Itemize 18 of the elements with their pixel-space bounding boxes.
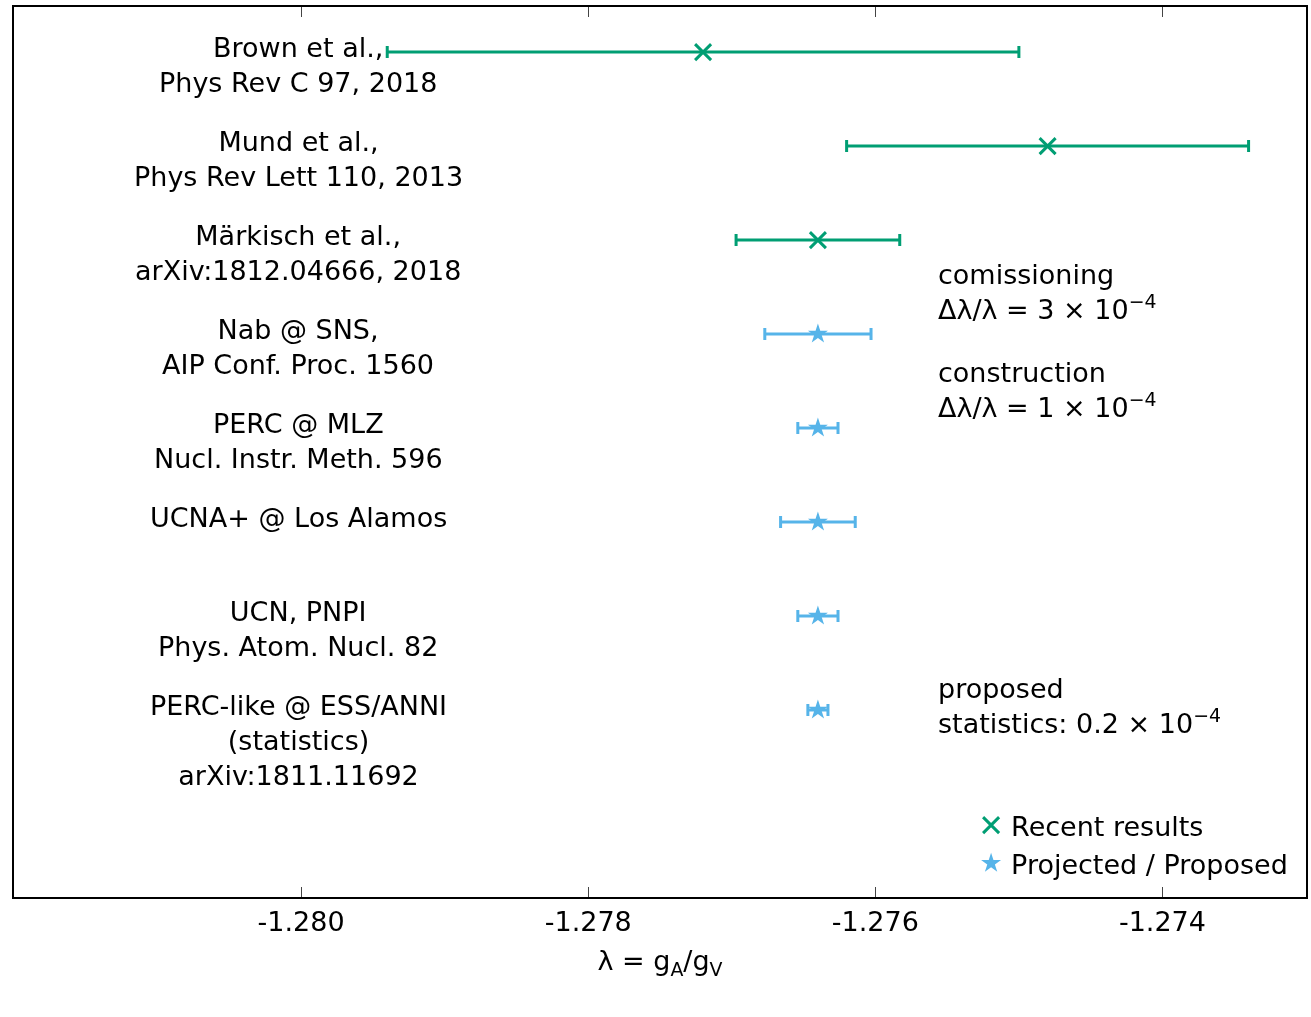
y-tick-label: Märkisch et al., arXiv:1812.04666, 2018 — [135, 220, 462, 287]
x-tick-label: -1.280 — [257, 906, 345, 938]
annotation: construction Δλ/λ = 1 × 10$^{−4}$ — [938, 357, 1157, 424]
y-tick-label: Mund et al., Phys Rev Lett 110, 2013 — [134, 126, 464, 193]
legend-label: Recent results — [1011, 810, 1204, 842]
y-tick-label: Brown et al., Phys Rev C 97, 2018 — [159, 32, 438, 99]
y-tick-label: UCN, PNPI Phys. Atom. Nucl. 82 — [158, 596, 439, 663]
annotation: comissioning Δλ/λ = 3 × 10$^{−4}$ — [938, 259, 1157, 326]
y-tick-label: Nab @ SNS, AIP Conf. Proc. 1560 — [162, 314, 435, 381]
y-tick-label: PERC @ MLZ Nucl. Instr. Meth. 596 — [154, 408, 443, 475]
y-tick-label: PERC-like @ ESS/ANNI (statistics) arXiv:1811.11692 — [150, 690, 448, 792]
x-tick-label: -1.278 — [544, 906, 632, 938]
x-tick-label: -1.274 — [1118, 906, 1206, 938]
x-tick-label: -1.276 — [831, 906, 919, 938]
y-tick-label: UCNA+ @ Los Alamos — [150, 502, 448, 533]
annotation: proposed statistics: 0.2 × 10$^{−4}$ — [938, 673, 1221, 740]
legend-label: Projected / Proposed — [1011, 848, 1288, 880]
x-axis-title: λ = g$_{A}$/g$_{V}$ — [597, 945, 723, 980]
